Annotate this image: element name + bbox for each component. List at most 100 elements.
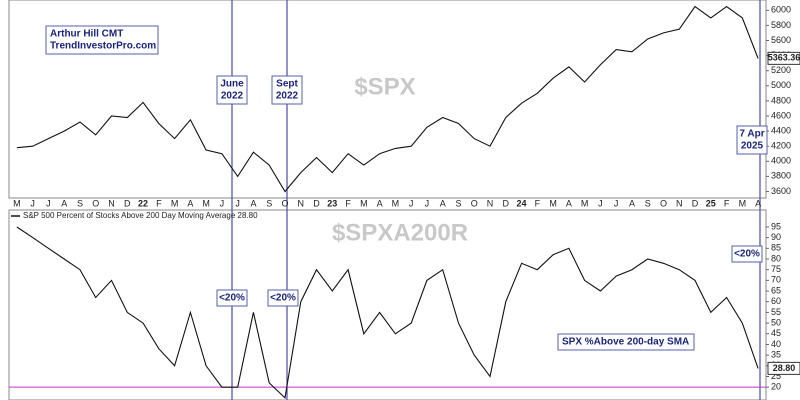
x-tick-label: J — [46, 198, 51, 208]
x-tick-label: S — [77, 198, 83, 208]
y-tick-label: 6000 — [771, 5, 791, 15]
x-tick-label: N — [487, 198, 494, 208]
x-tick-label: M — [360, 198, 368, 208]
annotation: SPX %Above 200-day SMA — [562, 337, 689, 348]
panel-frame — [8, 0, 767, 199]
x-tick-label: A — [61, 198, 67, 208]
y-tick-label: 65 — [771, 285, 781, 295]
annotation-box — [557, 333, 695, 351]
y-tick-label: 75 — [771, 264, 781, 274]
annotation: 2022 — [221, 91, 244, 102]
annotation-box — [731, 245, 763, 263]
y-tick-label: 20 — [771, 382, 781, 392]
y-tick-label: 50 — [771, 317, 781, 327]
x-tick-label: D — [692, 198, 699, 208]
x-tick-label: O — [92, 198, 99, 208]
x-tick-label: J — [409, 198, 414, 208]
y-tick-label: 4000 — [771, 156, 791, 166]
watermark: $SPX — [354, 73, 415, 100]
x-tick-label: 25 — [706, 198, 716, 208]
y-tick-label: 60 — [771, 296, 781, 306]
panel-frame — [8, 209, 767, 400]
annotation: 2025 — [741, 141, 764, 152]
annotation-box — [736, 125, 768, 155]
annotation-box — [267, 289, 299, 307]
y-tick-label: 4600 — [771, 110, 791, 120]
x-tick-label: F — [535, 198, 541, 208]
x-tick-label: O — [660, 198, 667, 208]
x-tick-label: M — [581, 198, 589, 208]
x-tick-label: A — [440, 198, 446, 208]
y-tick-label: 3600 — [771, 186, 791, 196]
x-tick-label: A — [566, 198, 572, 208]
y-tick-label: 5200 — [771, 65, 791, 75]
last-value-label: 28.80 — [773, 363, 796, 373]
x-tick-label: D — [124, 198, 131, 208]
annotation-box — [271, 75, 303, 105]
x-tick-label: A — [377, 198, 383, 208]
y-tick-label: 3800 — [771, 171, 791, 181]
y-tick-label: 85 — [771, 243, 781, 253]
x-tick-label: J — [235, 198, 240, 208]
x-tick-label: F — [156, 198, 162, 208]
x-tick-label: 22 — [138, 198, 148, 208]
x-tick-label: O — [471, 198, 478, 208]
last-value-box — [767, 51, 800, 65]
last-value-label: 5363.36 — [768, 53, 800, 63]
y-tick-label: 5600 — [771, 35, 791, 45]
annotation: 2022 — [276, 91, 299, 102]
annotation: <20% — [270, 293, 296, 304]
annotation: TrendInvestorPro.com — [50, 41, 156, 52]
annotation: <20% — [219, 293, 245, 304]
x-tick-label: F — [345, 198, 351, 208]
annotation-box — [216, 75, 248, 105]
x-tick-label: 23 — [327, 198, 337, 208]
y-tick-label: 35 — [771, 350, 781, 360]
x-tick-label: N — [108, 198, 115, 208]
last-value-box — [767, 361, 800, 375]
annotation: 7 Apr — [739, 129, 764, 140]
y-tick-label: 55 — [771, 307, 781, 317]
y-tick-label: 4200 — [771, 141, 791, 151]
annotation-box — [216, 289, 248, 307]
y-tick-label: 95 — [771, 221, 781, 231]
annotation-box — [45, 25, 159, 55]
annotation: Arthur Hill CMT — [50, 29, 123, 40]
x-tick-label: J — [30, 198, 35, 208]
price-line — [16, 226, 759, 400]
x-tick-label: M — [13, 198, 21, 208]
x-tick-label: A — [187, 198, 193, 208]
annotation: June — [220, 79, 244, 90]
y-tick-label: 25 — [771, 371, 781, 381]
annotation: Sept — [276, 79, 298, 90]
x-tick-label: M — [171, 198, 179, 208]
x-tick-label: J — [220, 198, 225, 208]
y-tick-label: 90 — [771, 232, 781, 242]
y-tick-label: 4800 — [771, 95, 791, 105]
x-tick-label: S — [645, 198, 651, 208]
x-tick-label: J — [425, 198, 430, 208]
x-tick-label: O — [281, 198, 288, 208]
x-tick-label: 24 — [517, 198, 527, 208]
x-tick-label: N — [676, 198, 683, 208]
price-line — [16, 5, 759, 193]
y-tick-label: 5000 — [771, 80, 791, 90]
x-tick-label: J — [614, 198, 619, 208]
x-tick-label: A — [755, 198, 761, 208]
legend-label: S&P 500 Percent of Stocks Above 200 Day … — [23, 211, 258, 220]
x-tick-label: A — [629, 198, 635, 208]
x-tick-label: D — [503, 198, 510, 208]
watermark: $SPXA200R — [332, 219, 468, 246]
x-tick-label: S — [266, 198, 272, 208]
y-tick-label: 80 — [771, 253, 781, 263]
y-tick-label: 70 — [771, 275, 781, 285]
x-tick-label: A — [250, 198, 256, 208]
x-tick-label: D — [313, 198, 320, 208]
x-tick-label: J — [598, 198, 603, 208]
x-tick-label: F — [724, 198, 730, 208]
y-tick-label: 40 — [771, 339, 781, 349]
x-tick-label: M — [739, 198, 747, 208]
y-tick-label: 4400 — [771, 125, 791, 135]
